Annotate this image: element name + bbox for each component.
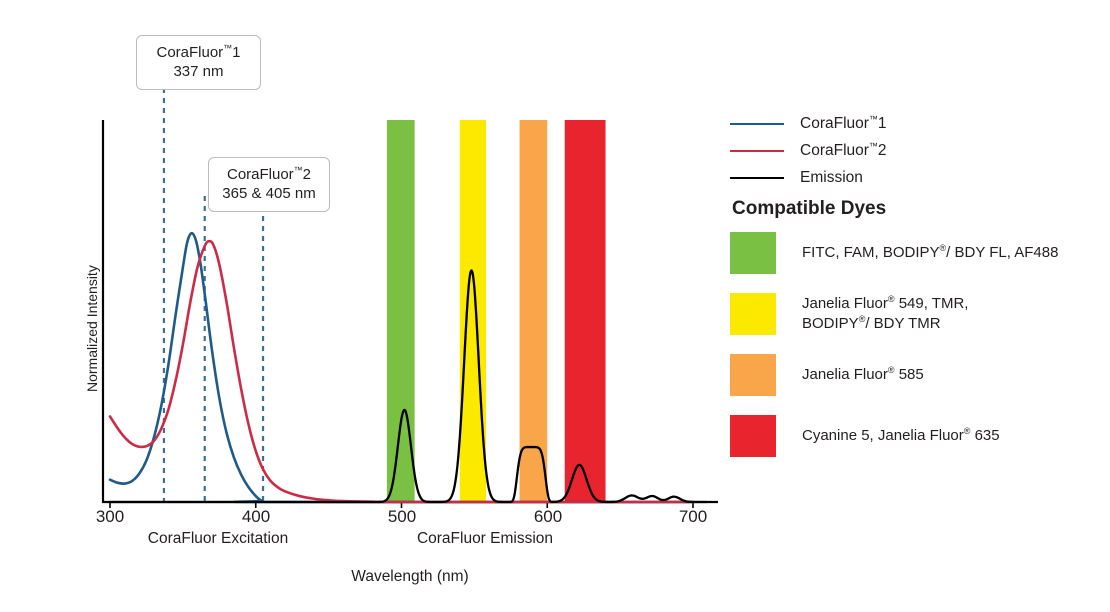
annotation-1-label: CoraFluor <box>156 44 224 61</box>
dye-color-swatch <box>730 415 776 457</box>
annotation-1-value: 337 nm <box>173 63 224 81</box>
legend-line-swatch <box>730 176 784 179</box>
xaxis-section-excitation: CoraFluor Excitation <box>147 530 289 547</box>
legend-item-label: Emission <box>800 168 863 186</box>
annotation-corafluor2: CoraFluor™2 365 & 405 nm <box>208 157 330 213</box>
dye-label-line-1: Janelia Fluor® 585 <box>802 364 924 383</box>
legend-item-1: CoraFluor™1 <box>730 110 1100 137</box>
emission-curve <box>110 269 707 504</box>
annotation-1-number: 1 <box>232 44 241 61</box>
trademark-icon: ™ <box>868 140 878 151</box>
dye-row-3: Janelia Fluor® 585 <box>730 354 1108 396</box>
emission-band-3 <box>519 120 548 502</box>
dye-label: FITC, FAM, BODIPY®/ BDY FL, AF488 <box>802 243 1058 263</box>
dye-color-swatch <box>730 232 776 274</box>
legend-item-label: CoraFluor™1 <box>800 113 887 132</box>
registered-icon: ® <box>887 364 895 375</box>
trademark-icon: ™ <box>223 43 233 53</box>
side-panel: CoraFluor™1 CoraFluor™2 Emission Compatibl… <box>730 0 1110 612</box>
emission-band-2 <box>459 120 487 502</box>
annotation-2-label: CoraFluor <box>226 166 294 183</box>
registered-icon: ® <box>939 242 947 253</box>
plot-svg <box>101 78 718 508</box>
compatible-dyes-list: FITC, FAM, BODIPY®/ BDY FL, AF488 Janelia… <box>730 232 1108 476</box>
annotation-2-value: 365 & 405 nm <box>222 185 316 203</box>
dye-color-swatch <box>730 354 776 396</box>
legend-item-3: Emission <box>730 164 1100 191</box>
registered-icon: ® <box>887 293 895 304</box>
xtick-400: 400 <box>241 507 271 526</box>
registered-icon: ® <box>963 425 971 436</box>
dye-label: Janelia Fluor® 585 <box>802 365 924 385</box>
compatible-dyes-title: Compatible Dyes <box>732 198 887 219</box>
xtick-300: 300 <box>95 507 125 526</box>
trademark-icon: ™ <box>868 113 878 124</box>
dye-label: Janelia Fluor® 549, TMR, BODIPY®/ BDY TMR <box>802 294 968 335</box>
xtick-700: 700 <box>678 507 708 526</box>
series-legend: CoraFluor™1 CoraFluor™2 Emission <box>730 110 1100 191</box>
annotation-2-number: 2 <box>302 166 312 183</box>
legend-item-2: CoraFluor™2 <box>730 137 1100 164</box>
excitation-curve-2 <box>108 239 695 504</box>
dye-row-4: Cyanine 5, Janelia Fluor® 635 <box>730 415 1108 457</box>
legend-line-swatch <box>730 149 784 152</box>
dye-label-line-2: BODIPY®/ BDY TMR <box>802 314 941 333</box>
xaxis-section-emission: CoraFluor Emission <box>416 530 554 547</box>
excitation-curve-1 <box>108 231 695 504</box>
yaxis-title: Normalized Intensity <box>84 265 100 392</box>
trademark-icon: ™ <box>293 165 303 175</box>
legend-item-label: CoraFluor™2 <box>800 140 887 159</box>
dye-row-2: Janelia Fluor® 549, TMR, BODIPY®/ BDY TMR <box>730 293 1108 335</box>
dye-label-line-1: Cyanine 5, Janelia Fluor® 635 <box>802 425 1000 444</box>
dye-label: Cyanine 5, Janelia Fluor® 635 <box>802 426 1000 446</box>
dye-label-line-1: FITC, FAM, BODIPY®/ BDY FL, AF488 <box>802 242 1059 261</box>
emission-band-4 <box>564 120 606 502</box>
dye-label-line-1: Janelia Fluor® 549, TMR, <box>802 293 969 312</box>
spectra-plot <box>101 78 718 508</box>
xtick-500: 500 <box>387 507 417 526</box>
xtick-600: 600 <box>533 507 563 526</box>
dye-color-swatch <box>730 293 776 335</box>
dye-row-1: FITC, FAM, BODIPY®/ BDY FL, AF488 <box>730 232 1108 274</box>
legend-line-swatch <box>730 122 784 125</box>
xaxis-title: Wavelength (nm) <box>351 568 469 585</box>
registered-icon: ® <box>858 314 866 324</box>
annotation-corafluor1: CoraFluor™1 337 nm <box>136 35 261 91</box>
